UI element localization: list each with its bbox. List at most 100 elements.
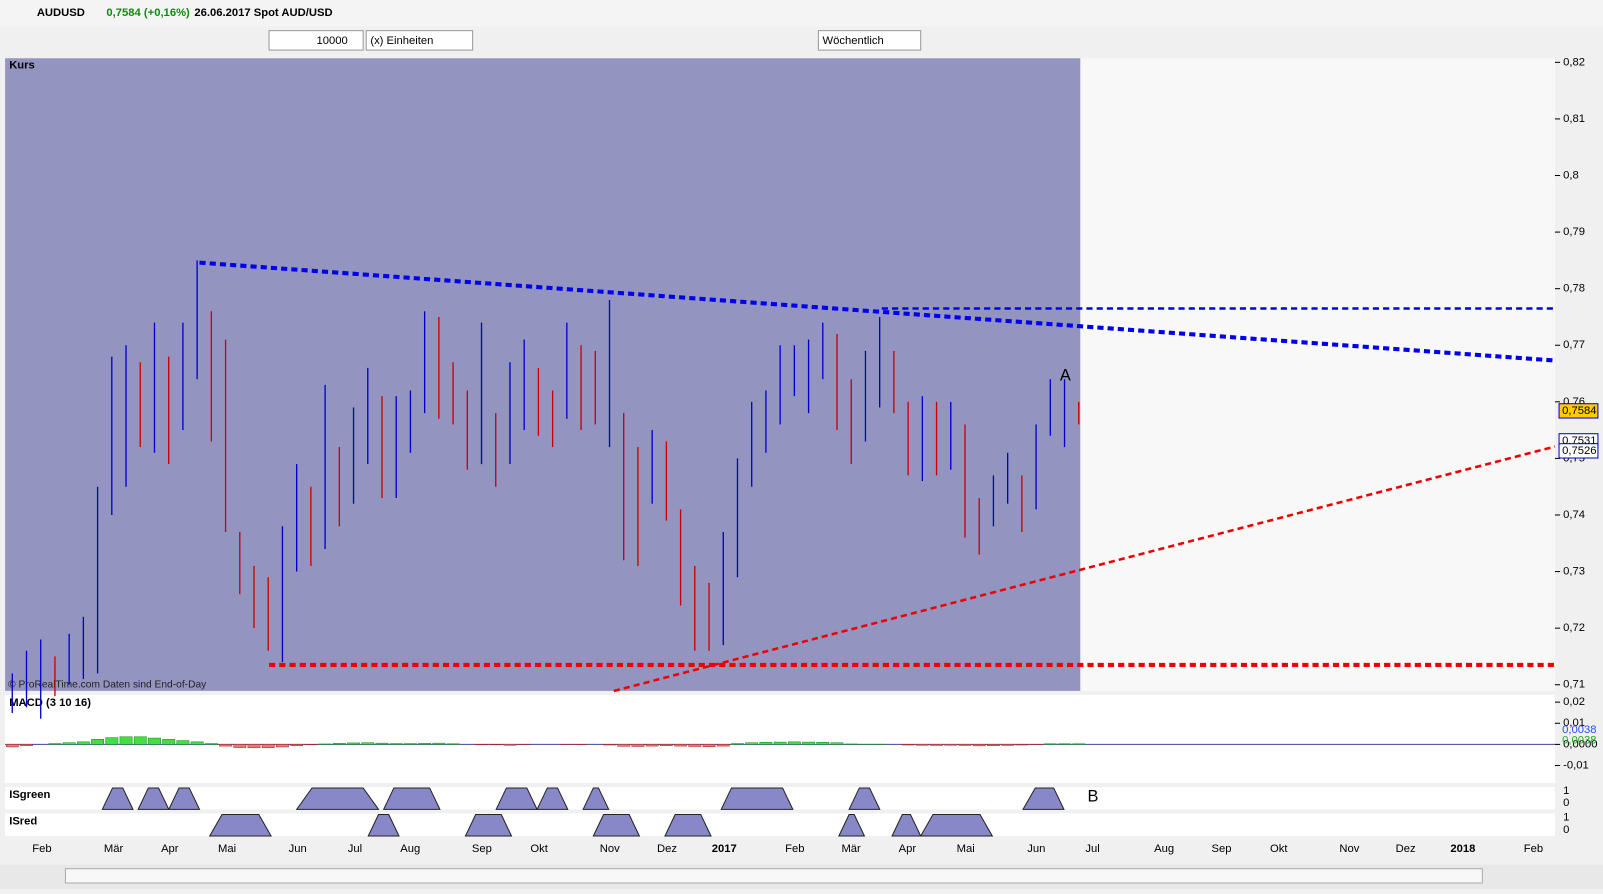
x-tick-label: Nov <box>600 843 620 855</box>
x-tick-label: 2018 <box>1450 843 1475 855</box>
x-tick-label: Dez <box>657 843 677 855</box>
macd-bar <box>347 743 359 744</box>
y-tick-label: 0,81 <box>1563 113 1585 125</box>
macd-bar <box>646 744 658 746</box>
macd-bar <box>1044 744 1056 745</box>
x-tick-label: Mär <box>104 843 124 855</box>
macd-bar <box>91 739 103 744</box>
axis-label: 1 <box>1563 785 1569 797</box>
history-area <box>5 58 1080 691</box>
macd-bar <box>689 744 701 746</box>
macd-bar <box>731 744 743 745</box>
axis-label: 1 <box>1563 812 1569 824</box>
x-tick-label: Feb <box>1524 843 1543 855</box>
macd-bar <box>134 737 146 745</box>
symbol: AUDUSD <box>37 7 85 19</box>
macd-bar <box>703 744 715 746</box>
macd-bar <box>802 742 814 744</box>
macd-bar <box>1002 744 1014 745</box>
x-tick-label: Aug <box>1154 843 1174 855</box>
macd-bar <box>717 744 729 746</box>
y-tick-label: 0,02 <box>1563 696 1585 708</box>
macd-bar <box>234 744 246 747</box>
y-tick-label: 0,82 <box>1563 56 1585 68</box>
macd-bar <box>817 742 829 744</box>
copyright: © ProRealTime.com Daten sind End-of-Day <box>8 679 207 690</box>
panel-label: MACD (3 10 16) <box>9 697 91 709</box>
macd-bar <box>447 744 459 745</box>
x-tick-label: Mai <box>218 843 236 855</box>
macd-bar <box>959 744 971 745</box>
macd-bar <box>603 744 615 745</box>
x-tick-label: Jul <box>1085 843 1099 855</box>
y-tick-label: 0,78 <box>1563 283 1585 295</box>
x-tick-label: Apr <box>161 843 179 855</box>
panel-label: ISred <box>9 816 37 828</box>
macd-bar <box>504 744 516 745</box>
y-tick-label: 0,73 <box>1563 566 1585 578</box>
macd-bar <box>419 743 431 744</box>
macd-bar <box>902 744 914 745</box>
macd-bar <box>205 744 217 745</box>
x-tick-label: Apr <box>899 843 917 855</box>
x-tick-label: Mär <box>841 843 861 855</box>
quantity: 10000 <box>317 35 348 47</box>
y-tick-label: 0,72 <box>1563 622 1585 634</box>
scrollbar[interactable] <box>65 869 1482 883</box>
price-tag-label: 0,7584 <box>1562 405 1596 417</box>
period: Wöchentlich <box>822 35 883 47</box>
macd-bar <box>674 744 686 746</box>
macd-bar <box>433 743 445 744</box>
x-tick-label: Sep <box>472 843 492 855</box>
y-tick-label: 0,74 <box>1563 509 1585 521</box>
macd-bar <box>376 743 388 744</box>
macd-bar <box>6 744 18 747</box>
x-tick-label: Sep <box>1211 843 1231 855</box>
change: 0,7584 (+0,16%) <box>106 7 190 19</box>
macd-bar <box>276 744 288 747</box>
macd-bar <box>120 737 132 745</box>
macd-bar <box>987 744 999 745</box>
annotation: A <box>1060 366 1071 384</box>
macd-bar <box>916 744 928 745</box>
y-tick-label: 0,71 <box>1563 679 1585 691</box>
y-tick-label: -0,01 <box>1563 759 1589 771</box>
macd-bar <box>219 744 231 746</box>
macd-bar <box>746 743 758 745</box>
x-tick-label: Feb <box>32 843 51 855</box>
macd-bar <box>760 742 772 744</box>
macd-bar <box>163 739 175 744</box>
x-tick-label: Nov <box>1339 843 1359 855</box>
macd-bar <box>831 743 843 745</box>
date: 26.06.2017 <box>194 7 250 19</box>
macd-bar <box>930 744 942 745</box>
macd-bar <box>49 744 61 745</box>
price-tag-label: 0,7526 <box>1562 445 1596 457</box>
x-tick-label: Mai <box>957 843 975 855</box>
y-tick-label: 0,77 <box>1563 339 1585 351</box>
macd-bar <box>945 744 957 745</box>
x-tick-label: Jun <box>1027 843 1045 855</box>
macd-tag-label: 0,0038 <box>1562 734 1596 746</box>
macd-bar <box>404 744 416 745</box>
x-tick-label: Okt <box>530 843 548 855</box>
panel-label: Kurs <box>9 59 35 71</box>
macd-bar <box>362 743 374 745</box>
macd-bar <box>1058 744 1070 745</box>
x-tick-label: Jul <box>348 843 362 855</box>
x-tick-label: Aug <box>400 843 420 855</box>
x-tick-label: Okt <box>1270 843 1288 855</box>
macd-bar <box>1073 744 1085 745</box>
macd-bar <box>63 743 75 745</box>
x-tick-label: Dez <box>1396 843 1416 855</box>
y-tick-label: 0,79 <box>1563 226 1585 238</box>
macd-bar <box>390 744 402 745</box>
macd-bar <box>148 738 160 744</box>
macd-bar <box>291 744 303 745</box>
axis-label: 0 <box>1563 824 1569 836</box>
macd-bar <box>106 738 118 745</box>
macd-panel <box>5 695 1555 783</box>
annotation: B <box>1087 787 1098 805</box>
